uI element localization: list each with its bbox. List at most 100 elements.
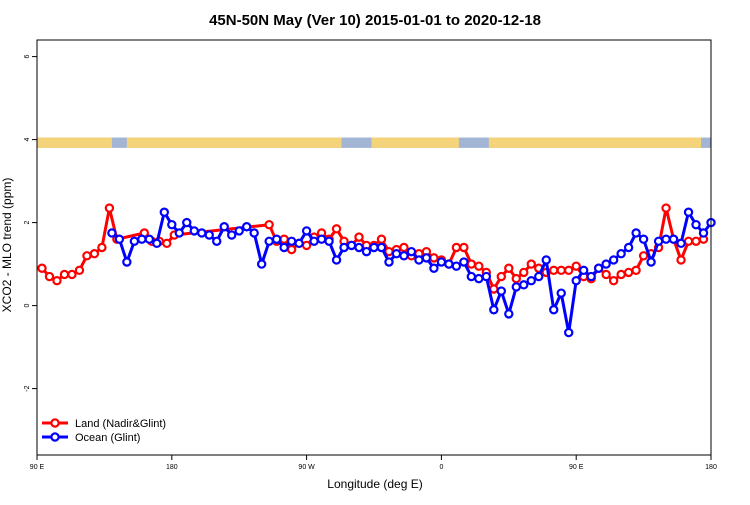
data-point — [162, 238, 172, 249]
data-point — [309, 236, 319, 246]
data-point — [661, 203, 671, 213]
data-point — [399, 251, 409, 261]
data-point — [601, 269, 611, 280]
data-point — [234, 226, 244, 236]
plot-frame — [36, 39, 712, 456]
data-point — [331, 224, 342, 234]
data-point — [369, 242, 379, 253]
data-point — [204, 230, 214, 240]
map-land-segment — [488, 137, 702, 148]
map-land-segment — [37, 137, 112, 148]
data-point — [414, 255, 424, 265]
data-point — [608, 255, 619, 265]
data-point — [638, 234, 649, 244]
legend-label: Ocean (Glint) — [75, 432, 140, 444]
chart-title: 45N-50N May (Ver 10) 2015-01-01 to 2020-… — [209, 12, 541, 29]
data-point — [137, 234, 147, 244]
data-point — [294, 238, 304, 249]
data-point — [496, 286, 507, 296]
data-point — [564, 327, 574, 338]
data-point — [189, 226, 199, 236]
data-point — [541, 255, 551, 265]
data-point — [331, 255, 342, 265]
data-point — [436, 257, 447, 267]
data-point — [623, 267, 634, 278]
data-point — [676, 238, 686, 249]
data-point — [496, 271, 507, 282]
data-point — [52, 276, 62, 286]
x-tick-label: 180 — [705, 464, 717, 471]
y-axis-ticks: -2 0 2 4 6 — [24, 55, 37, 392]
data-point — [459, 257, 469, 267]
data-point — [174, 228, 184, 238]
data-point — [122, 257, 132, 267]
data-point — [504, 309, 514, 319]
data-point — [197, 228, 207, 238]
data-point — [144, 234, 155, 244]
data-point — [616, 269, 626, 280]
data-point — [301, 240, 312, 251]
data-point — [511, 282, 521, 292]
legend-marker — [50, 418, 60, 428]
data-point — [578, 265, 589, 276]
data-point — [286, 244, 297, 255]
data-point — [167, 219, 177, 230]
legend-marker — [50, 432, 60, 442]
data-point — [564, 265, 574, 276]
data-point — [631, 265, 641, 276]
y-axis-label: XCO2 - MLO trend (ppm) — [0, 178, 14, 313]
data-point — [316, 234, 327, 244]
data-point — [593, 263, 604, 273]
data-point — [264, 236, 274, 246]
x-axis-ticks: 90 E 180 90 W 0 90 E 180 — [30, 455, 717, 471]
map-strip — [37, 137, 711, 148]
data-point — [361, 246, 372, 257]
data-point — [526, 276, 536, 286]
data-point — [623, 242, 634, 253]
data-point — [286, 236, 297, 246]
data-point — [264, 219, 274, 230]
data-point — [608, 276, 619, 286]
data-point — [429, 253, 439, 263]
data-point — [421, 253, 432, 263]
data-point — [256, 259, 267, 269]
data-point — [489, 284, 499, 294]
data-point — [324, 236, 334, 246]
data-point — [279, 234, 289, 244]
data-point — [683, 236, 694, 246]
data-point — [129, 236, 140, 246]
x-tick-label: 90 E — [569, 464, 584, 471]
data-point — [159, 207, 170, 217]
y-tick-label: 2 — [24, 221, 31, 225]
data-point — [504, 263, 514, 273]
data-point — [376, 242, 387, 253]
data-point — [97, 242, 107, 253]
data-point — [391, 249, 402, 259]
data-point — [571, 276, 581, 286]
y-tick-label: 0 — [24, 304, 31, 308]
data-point — [279, 242, 289, 253]
map-land-segment — [126, 137, 342, 148]
data-point — [451, 261, 462, 271]
data-point — [354, 232, 364, 242]
data-point — [646, 257, 656, 267]
data-point — [661, 234, 671, 244]
data-point — [653, 236, 664, 246]
data-point — [638, 251, 649, 261]
data-point — [549, 265, 559, 276]
data-point — [212, 236, 222, 246]
data-point — [519, 267, 529, 278]
data-point — [511, 273, 521, 284]
data-point — [59, 269, 70, 280]
data-point — [586, 271, 596, 282]
data-point — [182, 217, 192, 228]
y-tick-label: 6 — [24, 55, 31, 59]
data-point — [698, 228, 709, 238]
data-point — [399, 242, 409, 253]
data-point — [691, 236, 701, 246]
data-point — [549, 305, 559, 315]
data-point — [67, 269, 77, 280]
legend: Land (Nadir&Glint) Ocean (Glint) — [42, 418, 166, 444]
series-layer — [37, 203, 716, 338]
data-point — [384, 257, 394, 267]
